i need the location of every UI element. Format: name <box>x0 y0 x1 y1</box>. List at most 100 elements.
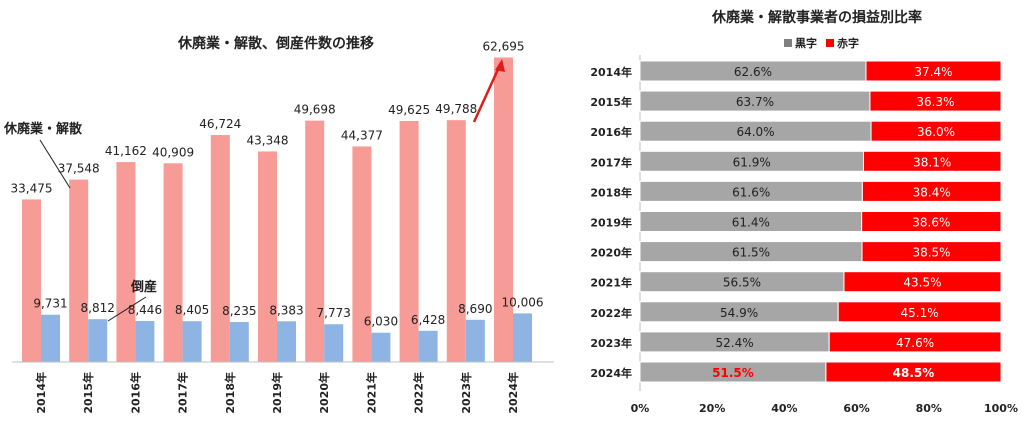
legend-label-loss: 赤字 <box>837 36 859 50</box>
bankruptcy-data-label-2: 8,446 <box>128 303 162 317</box>
loss-bar-4 <box>861 180 1002 202</box>
profit-bar-1 <box>639 90 871 112</box>
profit-data-label-5: 61.4% <box>732 216 770 230</box>
left-category-label-8: 2022年 <box>412 372 426 414</box>
loss-data-label-6: 38.5% <box>912 246 950 260</box>
bankruptcy-bar-4 <box>229 322 249 362</box>
bankruptcy-bar-6 <box>324 324 344 362</box>
loss-data-label-3: 38.1% <box>913 155 951 169</box>
closures-leader-line <box>39 139 71 189</box>
bankruptcy-data-label-6: 7,773 <box>317 306 351 320</box>
bankruptcy-data-label-9: 8,690 <box>458 302 492 316</box>
profit-bar-10 <box>639 361 827 383</box>
closures-bar-0 <box>22 199 41 362</box>
bankruptcy-bar-9 <box>465 319 485 362</box>
profit-bar-2 <box>639 120 872 142</box>
right-x-tick-1: 20% <box>699 402 725 415</box>
profit-data-label-4: 61.6% <box>732 185 770 199</box>
profit-data-label-0: 62.6% <box>734 65 772 79</box>
bankruptcy-bar-10 <box>513 313 532 362</box>
left-category-label-5: 2019年 <box>270 372 284 414</box>
profit-bar-7 <box>639 271 845 293</box>
profit-bar-6 <box>639 241 863 263</box>
loss-data-label-4: 38.4% <box>913 185 951 199</box>
right-x-tick-4: 80% <box>916 402 942 415</box>
profit-data-label-6: 61.5% <box>732 246 770 260</box>
closures-data-label-6: 49,698 <box>294 103 336 117</box>
closures-bar-1 <box>69 179 89 362</box>
loss-bar-7 <box>843 271 1002 293</box>
closures-data-label-0: 33,475 <box>11 181 53 195</box>
closures-data-label-3: 40,909 <box>152 145 194 159</box>
left-category-label-7: 2021年 <box>364 372 378 414</box>
profit-bar-5 <box>639 211 863 232</box>
legend-label-profit: 黒字 <box>795 36 817 50</box>
left-category-label-6: 2020年 <box>317 372 331 414</box>
loss-bar-0 <box>865 60 1002 82</box>
closures-bar-5 <box>258 151 277 362</box>
loss-bar-10 <box>825 361 1002 383</box>
bankruptcy-data-label-0: 9,731 <box>33 297 67 311</box>
loss-bar-1 <box>869 90 1002 112</box>
closures-bankruptcy-chart: 休廃業・解散、倒産件数の推移 33,475 9,731 37,548 8,812 41,… <box>3 35 554 414</box>
left-category-label-2: 2016年 <box>128 372 142 414</box>
closures-series-label: 休廃業・解散 <box>3 121 83 137</box>
closures-bar-4 <box>210 135 230 362</box>
bankruptcy-series-label: 倒産 <box>130 279 157 295</box>
loss-data-label-7: 43.5% <box>903 276 941 290</box>
loss-bar-9 <box>828 331 1002 353</box>
trend-arrow <box>472 64 502 123</box>
right-x-tick-2: 40% <box>771 402 797 415</box>
right-chart-title: 休廃業・解散事業者の損益別比率 <box>711 9 922 26</box>
bankruptcy-bar-5 <box>277 321 296 362</box>
loss-bar-5 <box>861 211 1002 232</box>
bankruptcy-bar-2 <box>135 320 155 362</box>
left-category-label-4: 2018年 <box>223 372 237 414</box>
closures-bar-7 <box>352 146 372 362</box>
closures-data-label-8: 49,625 <box>388 103 430 117</box>
bankruptcy-data-label-5: 8,383 <box>269 303 303 317</box>
legend: 黒字 赤字 <box>784 36 859 50</box>
profit-data-label-8: 54.9% <box>720 306 758 320</box>
loss-bar-6 <box>861 241 1002 263</box>
profit-bar-9 <box>639 331 830 353</box>
closures-data-label-10: 62,695 <box>483 39 525 53</box>
profit-data-label-1: 63.7% <box>736 95 774 109</box>
bankruptcy-data-label-10: 10,006 <box>502 295 544 309</box>
bankruptcy-bar-1 <box>88 319 108 362</box>
profit-data-label-7: 56.5% <box>723 276 761 290</box>
bankruptcy-bar-7 <box>371 332 391 362</box>
loss-data-label-9: 47.6% <box>896 336 934 350</box>
bankruptcy-leader-line <box>107 296 147 322</box>
closures-bar-6 <box>305 120 325 362</box>
left-chart-title: 休廃業・解散、倒産件数の推移 <box>177 35 374 52</box>
closures-bar-2 <box>116 162 136 362</box>
profit-bar-4 <box>639 180 863 202</box>
profit-bar-8 <box>639 301 839 323</box>
bankruptcy-data-label-8: 6,428 <box>411 313 445 327</box>
closures-data-label-4: 46,724 <box>199 117 241 131</box>
bankruptcy-bar-0 <box>41 314 60 362</box>
left-category-label-10: 2024年 <box>506 372 520 414</box>
profit-bar-0 <box>639 60 867 82</box>
left-category-label-0: 2014年 <box>34 372 48 414</box>
closures-bar-10 <box>494 57 513 362</box>
bankruptcy-data-label-4: 8,235 <box>222 304 256 318</box>
loss-data-label-5: 38.6% <box>912 216 950 230</box>
bankruptcy-data-label-1: 8,812 <box>81 301 115 315</box>
loss-data-label-2: 36.0% <box>917 125 955 139</box>
closures-data-label-7: 44,377 <box>341 128 383 142</box>
bankruptcy-data-label-7: 6,030 <box>364 315 398 329</box>
right-x-tick-3: 60% <box>843 402 869 415</box>
loss-bar-2 <box>870 120 1002 142</box>
profit-data-label-2: 64.0% <box>736 125 774 139</box>
loss-data-label-8: 45.1% <box>901 306 939 320</box>
left-category-label-1: 2015年 <box>81 372 95 414</box>
closures-bar-9 <box>446 120 466 362</box>
bankruptcy-bar-8 <box>418 330 438 362</box>
legend-swatch-profit <box>784 39 792 47</box>
loss-data-label-1: 36.3% <box>916 95 954 109</box>
profit-data-label-9: 52.4% <box>716 336 754 350</box>
profit-data-label-3: 61.9% <box>733 155 771 169</box>
